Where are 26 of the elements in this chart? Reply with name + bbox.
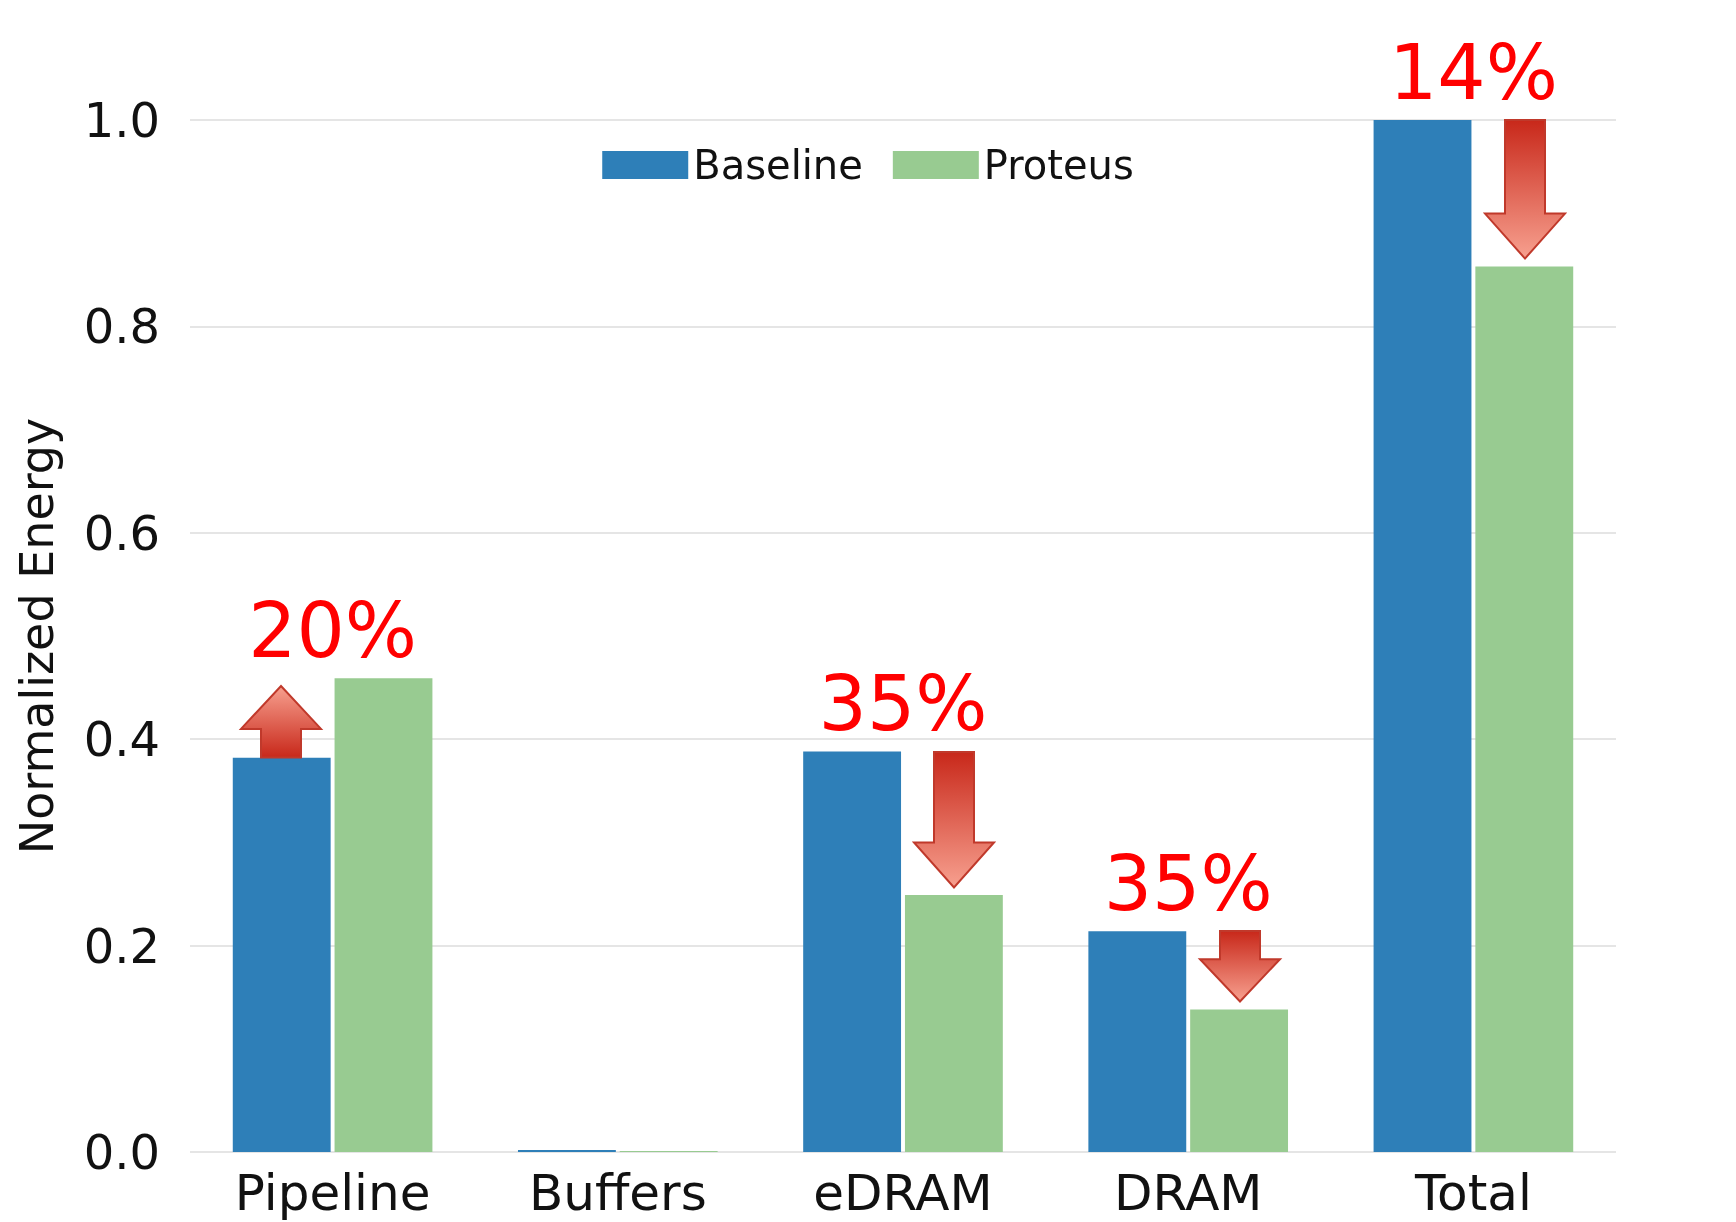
x-tick-label: eDRAM xyxy=(813,1164,993,1222)
x-tick-label: Total xyxy=(1414,1164,1532,1222)
bar xyxy=(803,751,902,1152)
bar xyxy=(334,678,433,1152)
y-axis-title: Normalized Energy xyxy=(10,417,64,855)
x-tick-label: Buffers xyxy=(528,1164,707,1222)
y-tick-label: 0.4 xyxy=(83,711,160,768)
annotation: 35% xyxy=(1103,838,1273,928)
annotation: 20% xyxy=(248,585,418,675)
y-tick-label: 0.8 xyxy=(83,298,160,355)
bar xyxy=(1088,931,1187,1152)
legend-label: Baseline xyxy=(693,142,863,188)
y-tick-label: 1.0 xyxy=(83,92,160,148)
annotation: 35% xyxy=(818,659,988,749)
y-tick-label: 0.6 xyxy=(83,504,160,561)
x-tick-label: Pipeline xyxy=(234,1164,431,1222)
bar xyxy=(1475,266,1574,1152)
x-tick-label: DRAM xyxy=(1113,1164,1263,1222)
bar xyxy=(1190,1009,1289,1152)
bar xyxy=(517,1149,616,1152)
y-tick-label: 0.0 xyxy=(83,1124,160,1180)
y-tick-label: 0.2 xyxy=(83,917,160,974)
legend-label: Proteus xyxy=(983,142,1134,188)
bar xyxy=(1373,120,1472,1152)
bar xyxy=(904,895,1003,1152)
annotation: 14% xyxy=(1388,27,1558,117)
